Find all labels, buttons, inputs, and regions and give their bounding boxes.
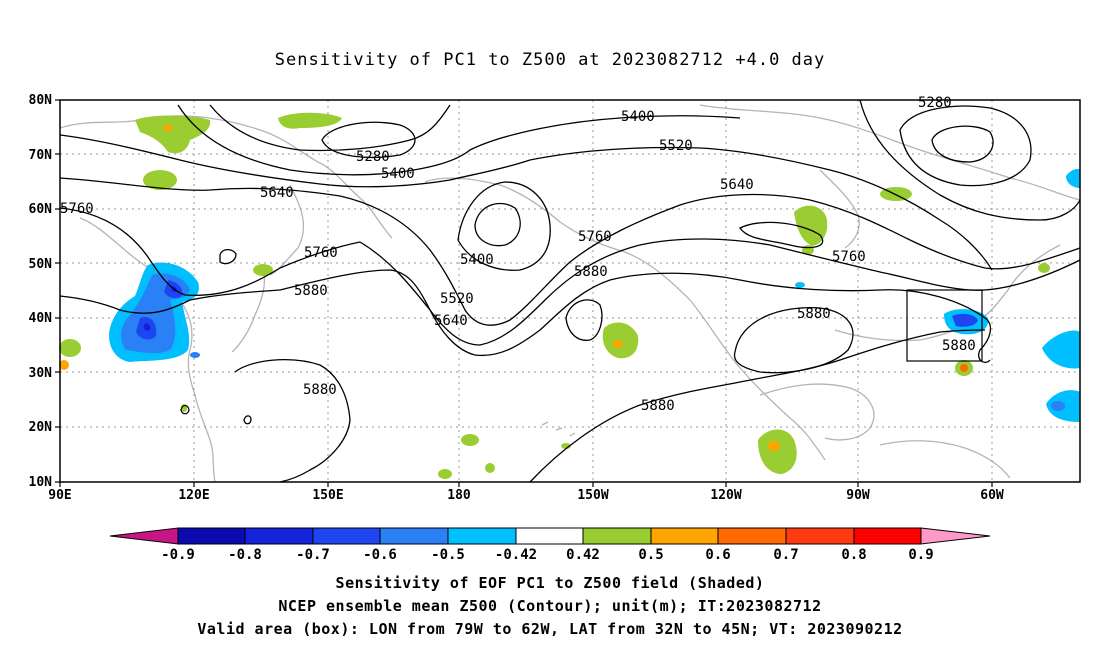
colorbar-tick-label: 0.42: [566, 547, 600, 563]
shade-blue-taiwan: [190, 352, 200, 358]
lat-label: 30N: [29, 366, 53, 381]
lat-axis: 80N 70N 60N 50N 40N 30N 20N 10N: [29, 93, 53, 490]
contour-label: 5760: [578, 229, 612, 245]
shade-green-midpac-3: [485, 463, 495, 473]
colorbar-tick-label: 0.7: [773, 547, 798, 563]
colorbar-segment: [718, 528, 786, 544]
colorbar-segment: [245, 528, 313, 544]
lat-label: 60N: [29, 202, 53, 217]
colorbar-tick-label: -0.9: [161, 547, 195, 563]
contour-label: 5400: [381, 166, 415, 182]
plot-area: [60, 100, 1080, 482]
contour-label: 5760: [60, 201, 94, 217]
colorbar-segment: [516, 528, 583, 544]
shade-green-midpac-1: [461, 434, 479, 446]
shade-orange-mexico: [768, 441, 780, 451]
lon-label: 120W: [710, 488, 741, 503]
contour-label: 5880: [294, 283, 328, 299]
colorbar-segment: [786, 528, 854, 544]
footer-valid-area: Valid area (box): LON from 79W to 62W, L…: [0, 620, 1100, 638]
lat-label: 70N: [29, 148, 53, 163]
lon-label: 150E: [312, 488, 343, 503]
colorbar-tick-label: -0.8: [228, 547, 262, 563]
sensitivity-map: 5280 5280 5400 5400 5400 5520 5520 5640 …: [0, 0, 1100, 650]
contour-label: 5760: [304, 245, 338, 261]
lat-label: 80N: [29, 93, 53, 108]
lon-label: 120E: [178, 488, 209, 503]
contour-label: 5880: [303, 382, 337, 398]
colorbar-tick-label: -0.5: [431, 547, 465, 563]
shade-green-atlantic: [1038, 263, 1050, 273]
contour-label: 5520: [440, 291, 474, 307]
colorbar-segment: [313, 528, 380, 544]
shade-blue-atlantic-2-core: [1051, 401, 1065, 411]
colorbar-segment: [178, 528, 245, 544]
shade-orange-siberia: [163, 125, 173, 131]
shade-orange-florida: [960, 364, 968, 372]
footer-shaded-description: Sensitivity of EOF PC1 to Z500 field (Sh…: [0, 574, 1100, 592]
contour-label: 5280: [356, 149, 390, 165]
contour-label: 5400: [621, 109, 655, 125]
lon-label: 180: [447, 488, 471, 503]
lat-label: 20N: [29, 420, 53, 435]
colorbar-segment: [448, 528, 516, 544]
lat-label: 40N: [29, 311, 53, 326]
lon-label: 90E: [48, 488, 71, 503]
colorbar-segment: [854, 528, 921, 544]
lon-label: 150W: [577, 488, 608, 503]
footer-contour-description: NCEP ensemble mean Z500 (Contour); unit(…: [0, 597, 1100, 615]
contour-label: 5640: [260, 185, 294, 201]
contour-label: 5880: [942, 338, 976, 354]
lon-label: 60W: [980, 488, 1004, 503]
shade-green-korea: [59, 339, 81, 357]
colorbar-tick-label: 0.5: [638, 547, 663, 563]
contour-label: 5280: [918, 95, 952, 111]
colorbar: -0.9 -0.8 -0.7 -0.6 -0.5 -0.42 0.42 0.5 …: [110, 528, 990, 563]
colorbar-tick-label: -0.6: [363, 547, 397, 563]
contour-label: 5640: [720, 177, 754, 193]
lon-axis: 90E 120E 150E 180 150W 120W 90W 60W: [48, 488, 1004, 503]
colorbar-segment: [380, 528, 448, 544]
contour-label: 5880: [574, 264, 608, 280]
contour-label: 5640: [434, 313, 468, 329]
shade-blue-usa-small: [795, 282, 805, 288]
colorbar-tick-label: 0.6: [705, 547, 730, 563]
lat-label: 50N: [29, 257, 53, 272]
colorbar-segment: [651, 528, 718, 544]
contour-label: 5400: [460, 252, 494, 268]
colorbar-tick-label: 0.8: [841, 547, 866, 563]
colorbar-segment: [583, 528, 651, 544]
colorbar-tick-label: 0.9: [908, 547, 933, 563]
colorbar-tick-label: -0.42: [495, 547, 537, 563]
colorbar-left-arrow: [110, 528, 178, 544]
contour-label: 5880: [641, 398, 675, 414]
contour-label: 5880: [797, 306, 831, 322]
lon-label: 90W: [846, 488, 870, 503]
shade-green-midpac-2: [438, 469, 452, 479]
contour-label: 5760: [832, 249, 866, 265]
contour-label: 5520: [659, 138, 693, 154]
colorbar-right-arrow: [921, 528, 990, 544]
colorbar-tick-label: -0.7: [296, 547, 330, 563]
shade-orange-pacific: [613, 340, 623, 348]
